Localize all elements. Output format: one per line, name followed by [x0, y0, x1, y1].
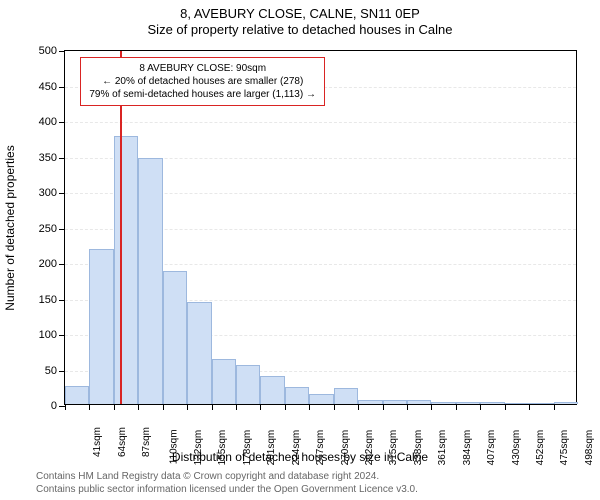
x-tick: [383, 404, 384, 410]
chart-title-address: 8, AVEBURY CLOSE, CALNE, SN11 0EP: [0, 6, 600, 21]
histogram-bar: [480, 402, 504, 404]
x-tick: [456, 404, 457, 410]
histogram-bar: [431, 402, 455, 404]
y-tick: [59, 193, 65, 194]
histogram-bar: [212, 359, 236, 404]
x-tick: [187, 404, 188, 410]
x-tick: [505, 404, 506, 410]
histogram-bar: [529, 403, 553, 404]
histogram-bar: [236, 365, 260, 404]
y-tick-label: 250: [39, 223, 57, 235]
histogram-bar: [65, 386, 89, 404]
histogram-bar: [187, 302, 211, 404]
histogram-bar: [163, 271, 187, 404]
x-tick: [480, 404, 481, 410]
chart-title-subtitle: Size of property relative to detached ho…: [0, 22, 600, 37]
histogram-bar: [309, 394, 333, 404]
histogram-bar: [138, 158, 162, 404]
y-tick: [59, 122, 65, 123]
y-tick-label: 200: [39, 258, 57, 270]
x-tick: [114, 404, 115, 410]
annotation-line: 8 AVEBURY CLOSE: 90sqm: [89, 62, 316, 75]
x-tick: [236, 404, 237, 410]
x-tick: [285, 404, 286, 410]
y-axis-label: Number of detached properties: [3, 145, 17, 310]
histogram-bar: [89, 249, 113, 404]
x-tick: [358, 404, 359, 410]
x-tick: [407, 404, 408, 410]
histogram-bar: [358, 400, 382, 404]
y-tick-label: 450: [39, 81, 57, 93]
y-tick: [59, 300, 65, 301]
y-tick: [59, 229, 65, 230]
y-tick: [59, 51, 65, 52]
histogram-bar: [456, 402, 480, 404]
x-tick: [138, 404, 139, 410]
x-tick: [163, 404, 164, 410]
annotation-line: ← 20% of detached houses are smaller (27…: [89, 75, 316, 88]
x-tick: [554, 404, 555, 410]
y-tick-label: 350: [39, 152, 57, 164]
x-tick: [334, 404, 335, 410]
x-tick: [212, 404, 213, 410]
y-tick-label: 150: [39, 294, 57, 306]
y-tick: [59, 371, 65, 372]
x-tick: [89, 404, 90, 410]
x-tick: [260, 404, 261, 410]
x-tick: [529, 404, 530, 410]
histogram-bar: [285, 387, 309, 404]
y-tick-label: 500: [39, 45, 57, 57]
x-tick: [431, 404, 432, 410]
annotation-box: 8 AVEBURY CLOSE: 90sqm← 20% of detached …: [80, 57, 325, 106]
x-tick: [309, 404, 310, 410]
y-tick-label: 0: [51, 400, 57, 412]
y-tick: [59, 158, 65, 159]
y-tick: [59, 335, 65, 336]
footer-line1: Contains HM Land Registry data © Crown c…: [36, 470, 418, 483]
gridline-h: [65, 122, 576, 123]
histogram-bar: [505, 403, 529, 404]
histogram-bar: [334, 388, 358, 404]
histogram-bar: [114, 136, 138, 404]
histogram-bar: [554, 402, 578, 404]
annotation-line: 79% of semi-detached houses are larger (…: [89, 88, 316, 101]
footer-line2: Contains public sector information licen…: [36, 483, 418, 496]
y-tick: [59, 264, 65, 265]
x-axis-label: Distribution of detached houses by size …: [0, 450, 600, 464]
y-tick: [59, 87, 65, 88]
y-tick-label: 50: [45, 365, 57, 377]
chart-plot-area: 05010015020025030035040045050041sqm64sqm…: [64, 50, 577, 405]
y-tick-label: 100: [39, 329, 57, 341]
histogram-bar: [260, 376, 284, 404]
y-tick-label: 300: [39, 187, 57, 199]
y-tick-label: 400: [39, 116, 57, 128]
x-tick: [65, 404, 66, 410]
footer-attribution: Contains HM Land Registry data © Crown c…: [36, 470, 418, 496]
histogram-bar: [383, 400, 407, 404]
histogram-bar: [407, 400, 431, 404]
